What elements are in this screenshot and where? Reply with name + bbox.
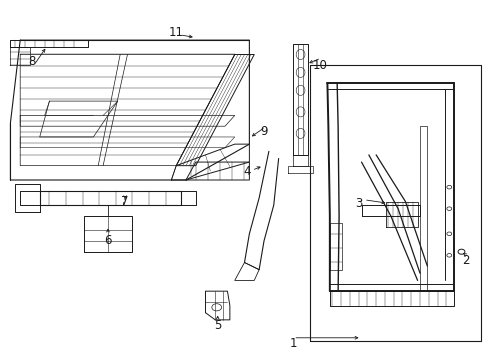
Text: 6: 6 bbox=[104, 234, 111, 247]
Text: 7: 7 bbox=[121, 195, 128, 208]
Text: 3: 3 bbox=[355, 197, 362, 210]
Text: 11: 11 bbox=[168, 27, 183, 40]
Text: 5: 5 bbox=[214, 319, 221, 332]
Text: 8: 8 bbox=[29, 55, 36, 68]
Text: 9: 9 bbox=[260, 125, 267, 138]
Text: 1: 1 bbox=[289, 337, 296, 350]
Text: 2: 2 bbox=[462, 254, 469, 267]
Text: 4: 4 bbox=[243, 165, 250, 177]
Text: 10: 10 bbox=[312, 59, 327, 72]
